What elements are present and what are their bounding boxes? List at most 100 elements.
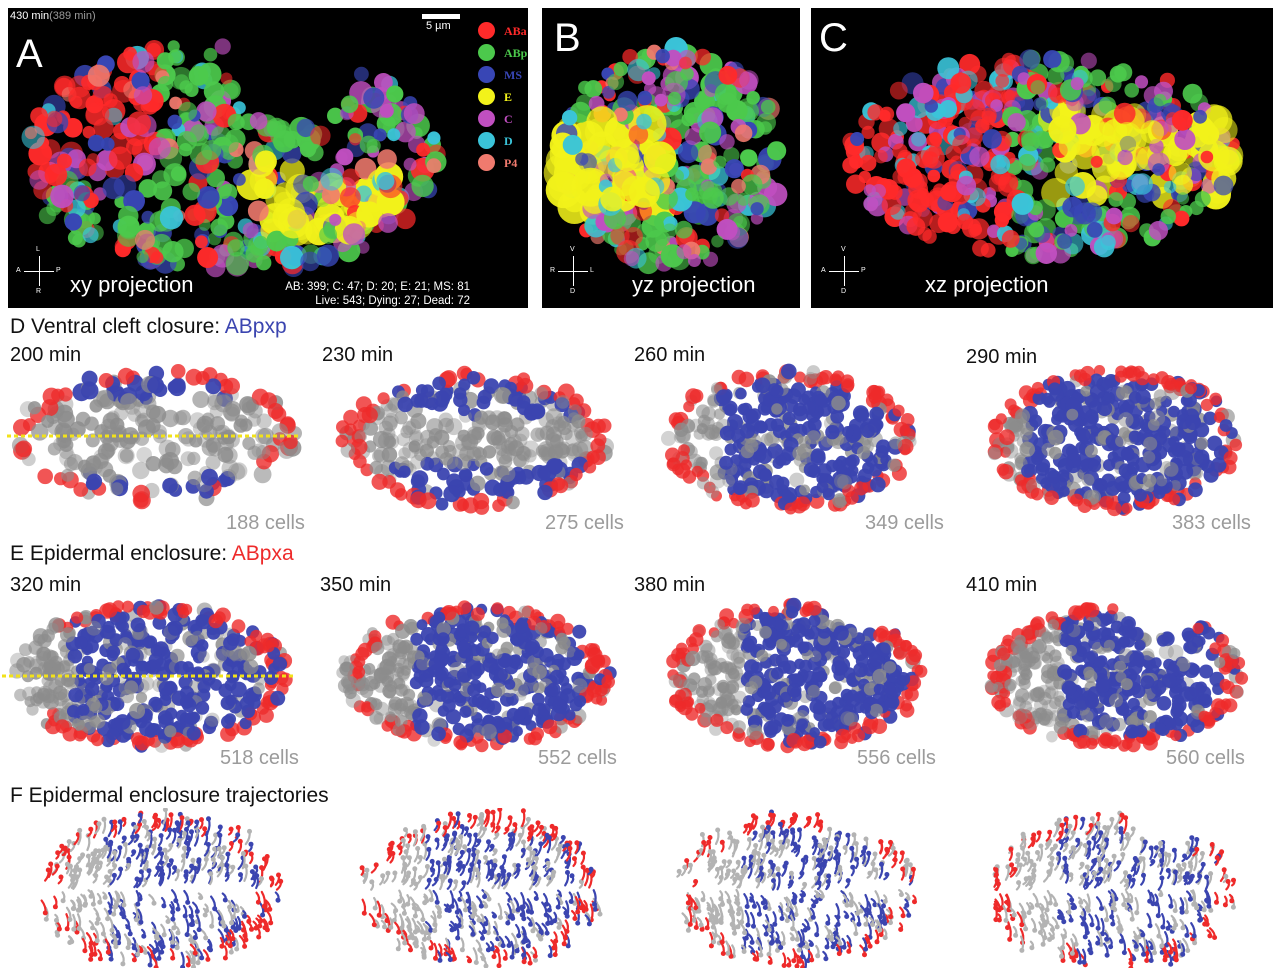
cell-nucleus <box>554 397 570 413</box>
axis-letter-top: V <box>841 246 846 253</box>
cell-nucleus <box>1001 230 1020 248</box>
cell-nucleus <box>186 726 201 741</box>
cell-nucleus <box>1075 441 1088 454</box>
trajectory-endpoint <box>238 872 243 878</box>
cell-nucleus <box>106 728 120 741</box>
cell-nucleus <box>1065 176 1085 197</box>
cell-nucleus <box>1142 451 1156 464</box>
cell-nucleus <box>321 186 340 205</box>
cell-nucleus <box>425 397 439 411</box>
cell-nucleus <box>981 107 997 123</box>
cell-nucleus <box>94 424 109 439</box>
cell-nucleus <box>737 192 751 206</box>
trajectory-endpoint <box>202 912 208 918</box>
cell-nucleus <box>915 150 933 168</box>
cell-nucleus <box>892 404 905 417</box>
legend-item-p4: P4 <box>478 152 528 172</box>
cell-nucleus <box>1182 83 1203 104</box>
cell-nucleus <box>247 445 262 460</box>
cell-nucleus <box>85 433 100 448</box>
cell-nucleus <box>1018 153 1036 172</box>
cell-nucleus <box>296 118 315 138</box>
cell-nucleus <box>575 430 588 444</box>
cell-nucleus <box>30 107 48 125</box>
cell-nucleus <box>138 179 158 198</box>
cell-nucleus <box>156 52 174 70</box>
cell-nucleus <box>96 389 114 408</box>
cell-nucleus <box>602 85 615 99</box>
cell-nucleus <box>129 702 146 719</box>
cell-nucleus <box>850 132 865 146</box>
cell-nucleus <box>150 251 164 264</box>
cell-nucleus <box>399 684 410 696</box>
cell-nucleus <box>1229 647 1241 660</box>
cell-nucleus <box>534 622 548 635</box>
cell-nucleus <box>366 138 381 153</box>
cell-nucleus <box>1122 215 1140 233</box>
cell-nucleus <box>867 104 884 121</box>
cell-nucleus <box>1232 656 1246 670</box>
cell-nucleus <box>199 483 214 499</box>
trajectory-endpoint <box>130 834 136 840</box>
cell-nucleus <box>1219 678 1231 691</box>
cell-nucleus <box>1041 664 1056 679</box>
cell-nucleus <box>1176 657 1191 672</box>
cell-nucleus <box>196 101 217 122</box>
cell-nucleus <box>481 723 497 740</box>
cell-nucleus <box>386 656 398 667</box>
cell-nucleus <box>1107 603 1119 615</box>
cell-nucleus <box>710 630 723 643</box>
cell-nucleus <box>223 377 240 395</box>
cell-nucleus <box>884 698 898 712</box>
frame-time: 260 min <box>634 344 706 366</box>
cell-nucleus <box>87 134 105 152</box>
cell-nucleus <box>1140 120 1164 144</box>
axis-letter-top: V <box>570 246 575 253</box>
cell-nucleus <box>119 448 134 463</box>
cell-nucleus <box>474 410 489 425</box>
cell-nucleus <box>492 434 507 450</box>
cell-nucleus <box>204 715 219 730</box>
cell-nucleus <box>794 371 806 384</box>
cell-nucleus <box>114 714 131 730</box>
cell-nucleus <box>1171 694 1185 707</box>
cell-nucleus <box>758 483 774 499</box>
time-sub: (389 min) <box>49 10 96 22</box>
cell-nucleus <box>1121 447 1135 461</box>
cell-nucleus <box>411 174 434 198</box>
cell-nucleus <box>102 602 118 618</box>
cell-nucleus <box>969 146 990 167</box>
cell-nucleus <box>1112 717 1127 732</box>
cell-nucleus <box>339 187 361 209</box>
cell-nucleus <box>470 475 486 492</box>
cell-nucleus <box>696 476 710 490</box>
cell-nucleus <box>1011 192 1034 215</box>
cell-nucleus <box>471 662 485 677</box>
cell-nucleus <box>719 455 734 470</box>
cell-nucleus <box>222 82 239 99</box>
cell-nucleus <box>263 641 275 653</box>
cell-nucleus <box>851 729 866 743</box>
cell-nucleus <box>1078 641 1091 654</box>
cell-nucleus <box>158 681 174 696</box>
cell-nucleus <box>1019 441 1035 458</box>
cell-nucleus <box>336 666 349 679</box>
cell-nucleus <box>1173 210 1190 227</box>
cell-nucleus <box>217 431 231 445</box>
cell-nucleus <box>776 638 787 650</box>
cell-nucleus <box>1147 419 1160 431</box>
cell-nucleus <box>1113 102 1136 125</box>
cell-nucleus <box>513 471 527 485</box>
cell-nucleus <box>225 401 241 417</box>
cell-count-label: 518 cells <box>220 747 299 769</box>
cell-nucleus <box>972 239 989 257</box>
cell-nucleus <box>679 56 692 70</box>
cell-nucleus <box>372 449 385 463</box>
cell-nucleus <box>999 429 1015 446</box>
cell-nucleus <box>178 143 193 157</box>
cell-nucleus <box>207 394 223 411</box>
cell-nucleus <box>1202 626 1216 640</box>
cell-nucleus <box>1083 666 1095 678</box>
cell-nucleus <box>1189 682 1206 698</box>
cell-nucleus <box>192 651 205 664</box>
